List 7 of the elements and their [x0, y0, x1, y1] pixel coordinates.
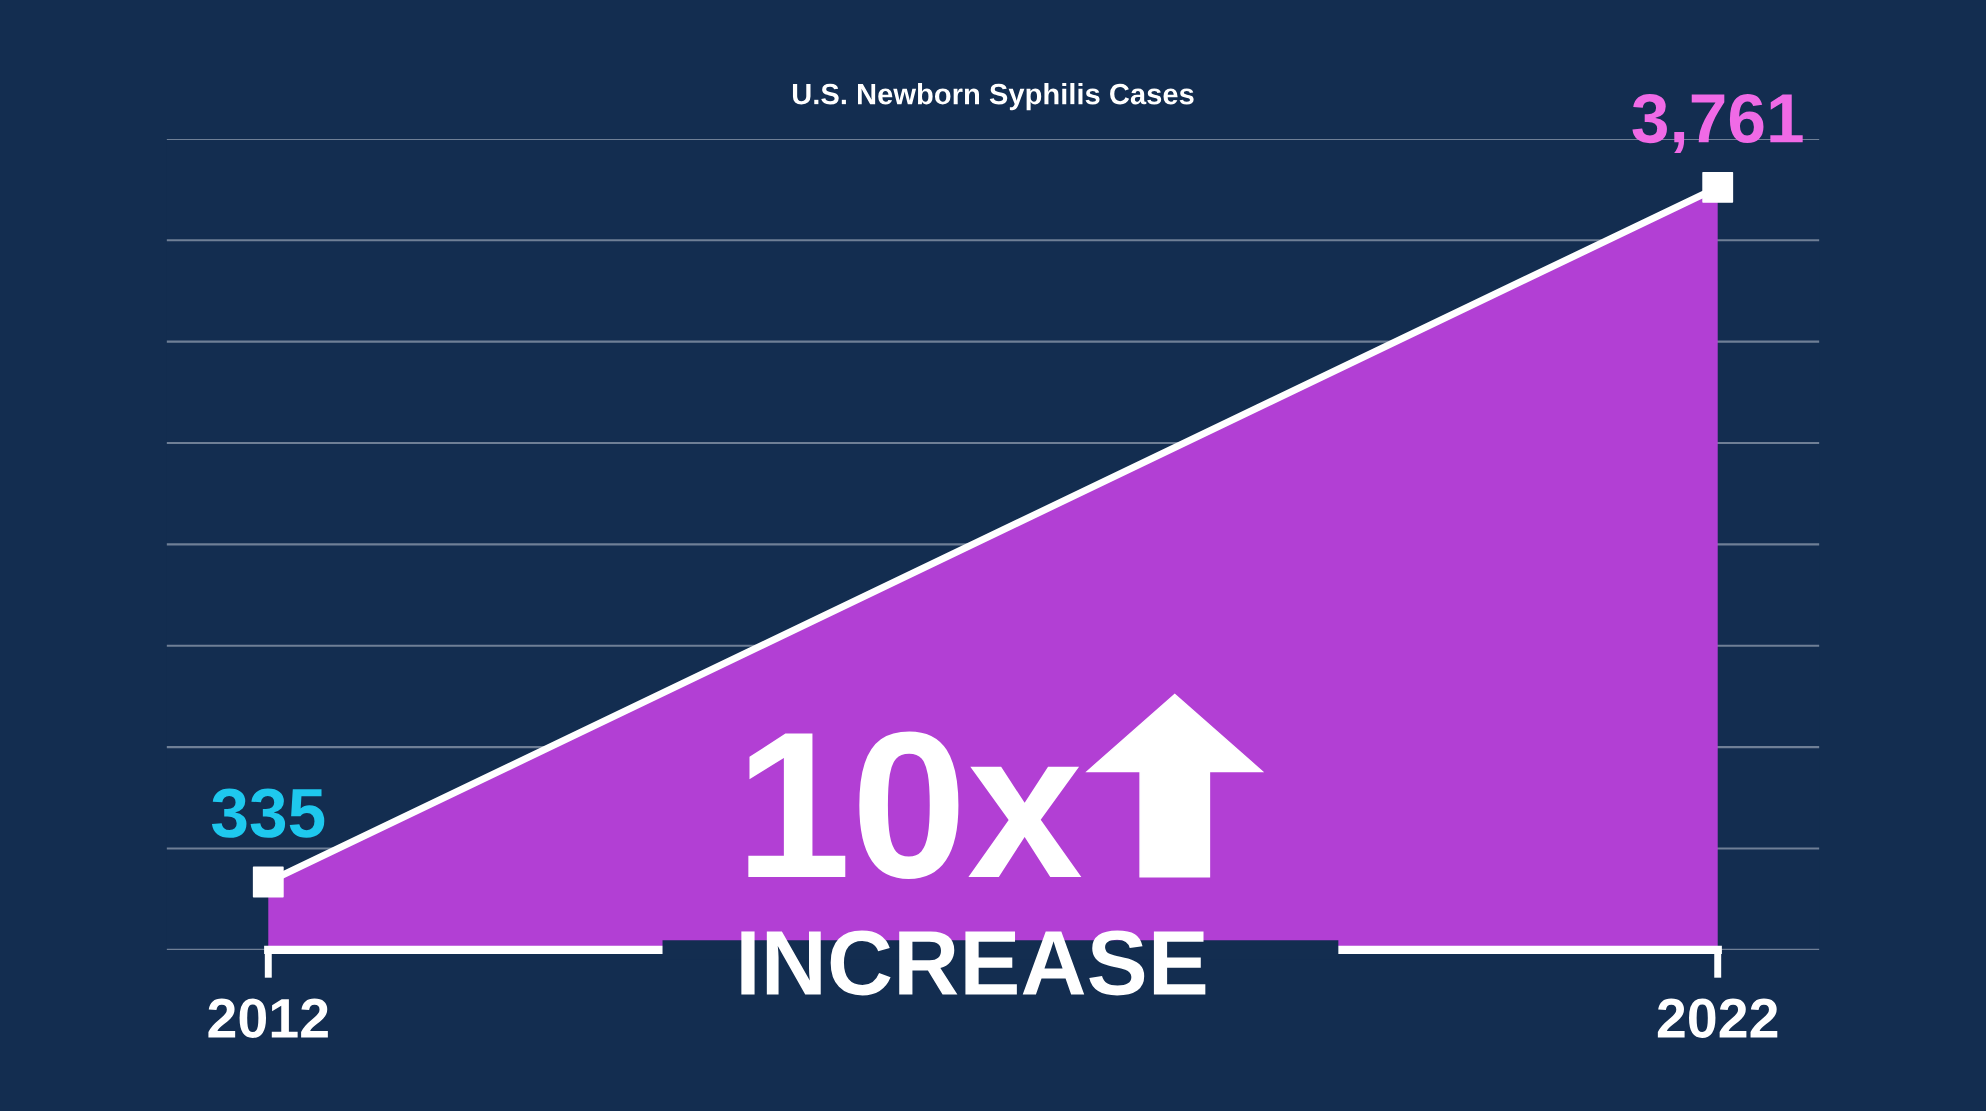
x-tick-label: 2012 [208, 998, 328, 1038]
data-label: 3,761 [1632, 93, 1803, 154]
annotation: 10x [748, 731, 1082, 879]
annotation: INCREASE [741, 930, 1206, 996]
x-tick-label: 2022 [1657, 998, 1778, 1038]
chart-title: U.S. Newborn Syphilis Cases [792, 83, 1194, 111]
data-label: 335 [211, 788, 325, 838]
